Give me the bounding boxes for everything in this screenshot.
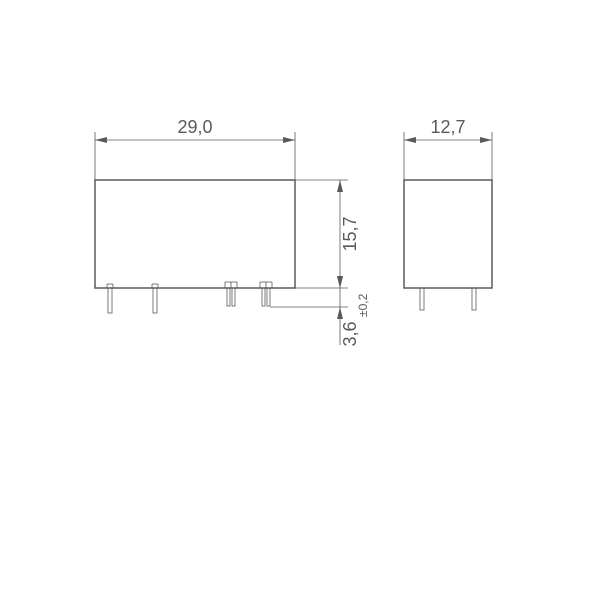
dim-depth-label: 12,7 xyxy=(430,117,465,137)
dim-pin-label: 3,6 xyxy=(340,321,360,346)
front-view: 29,0 1 xyxy=(95,117,370,347)
side-pins xyxy=(420,288,476,310)
side-body xyxy=(404,180,492,288)
dim-height-label: 15,7 xyxy=(340,216,360,251)
dim-pin-tolerance: ±0,2 xyxy=(356,293,370,317)
technical-drawing: 29,0 1 xyxy=(0,0,600,600)
dim-width-label: 29,0 xyxy=(177,117,212,137)
front-body xyxy=(95,180,295,288)
side-view: 12,7 xyxy=(404,117,492,310)
front-pins xyxy=(108,288,270,313)
